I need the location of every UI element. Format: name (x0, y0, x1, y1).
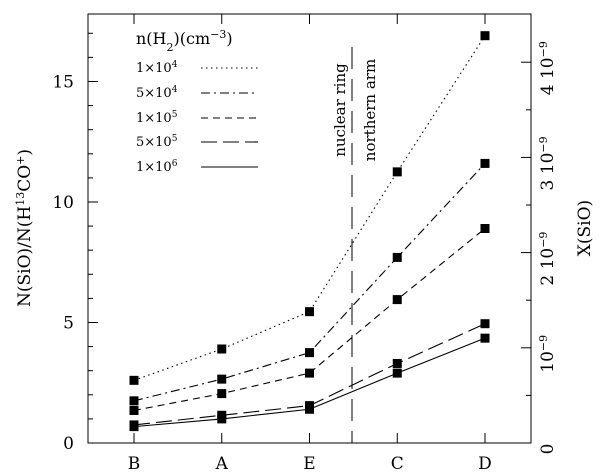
data-point (480, 158, 490, 168)
legend-label: 1×104 (136, 60, 178, 76)
data-point (217, 389, 227, 399)
data-point (129, 422, 139, 432)
x-tick-label: D (478, 454, 492, 472)
x-tick-label: E (303, 454, 315, 472)
y-tick-label: 15 (52, 72, 74, 92)
data-point (392, 358, 402, 368)
series-line (133, 35, 486, 381)
data-point (305, 348, 314, 358)
y2-axis-label: X(SiO) (575, 200, 595, 256)
data-point (305, 368, 314, 378)
x-tick-label: A (215, 454, 229, 472)
data-point (217, 374, 227, 384)
data-point (129, 375, 139, 385)
y2-tick-label: 3 10−9 (537, 136, 559, 190)
y2-tick-label: 4 10−9 (537, 41, 559, 95)
data-point (480, 319, 490, 329)
y2-tick-label: 2 10−9 (537, 232, 559, 286)
y-tick-label: 0 (63, 434, 74, 454)
y-axis-label: N(SiO)/N(H13CO+) (14, 149, 36, 307)
y2-tick-label: 10−9 (537, 335, 559, 373)
data-point (217, 344, 227, 354)
y2-tick-label: 0 (538, 444, 558, 455)
data-point (480, 31, 490, 41)
series-line (133, 228, 486, 412)
annotation-northern-arm: northern arm (361, 59, 379, 161)
series-line (133, 163, 486, 402)
y-tick-label: 5 (63, 313, 74, 333)
data-point (217, 414, 227, 424)
annotation-nuclear-ring: nuclear ring (331, 63, 349, 157)
y-tick-label: 10 (52, 193, 74, 213)
data-point (392, 368, 402, 378)
data-point (480, 333, 490, 343)
data-point (129, 396, 139, 406)
legend-label: 5×104 (136, 85, 178, 101)
x-tick-label: B (128, 454, 141, 472)
legend-label: 1×106 (136, 159, 178, 175)
data-point (305, 307, 314, 317)
data-point (392, 167, 402, 177)
data-point (129, 405, 139, 415)
data-point (480, 224, 490, 233)
x-tick-label: C (391, 454, 404, 472)
legend-label: 5×105 (136, 134, 178, 150)
data-point (392, 252, 402, 262)
legend-label: 1×105 (136, 110, 178, 126)
legend-title: n(H2)(cm−3) (136, 28, 233, 54)
data-point (392, 295, 402, 305)
plot-frame (87, 13, 532, 444)
data-point (305, 404, 314, 414)
